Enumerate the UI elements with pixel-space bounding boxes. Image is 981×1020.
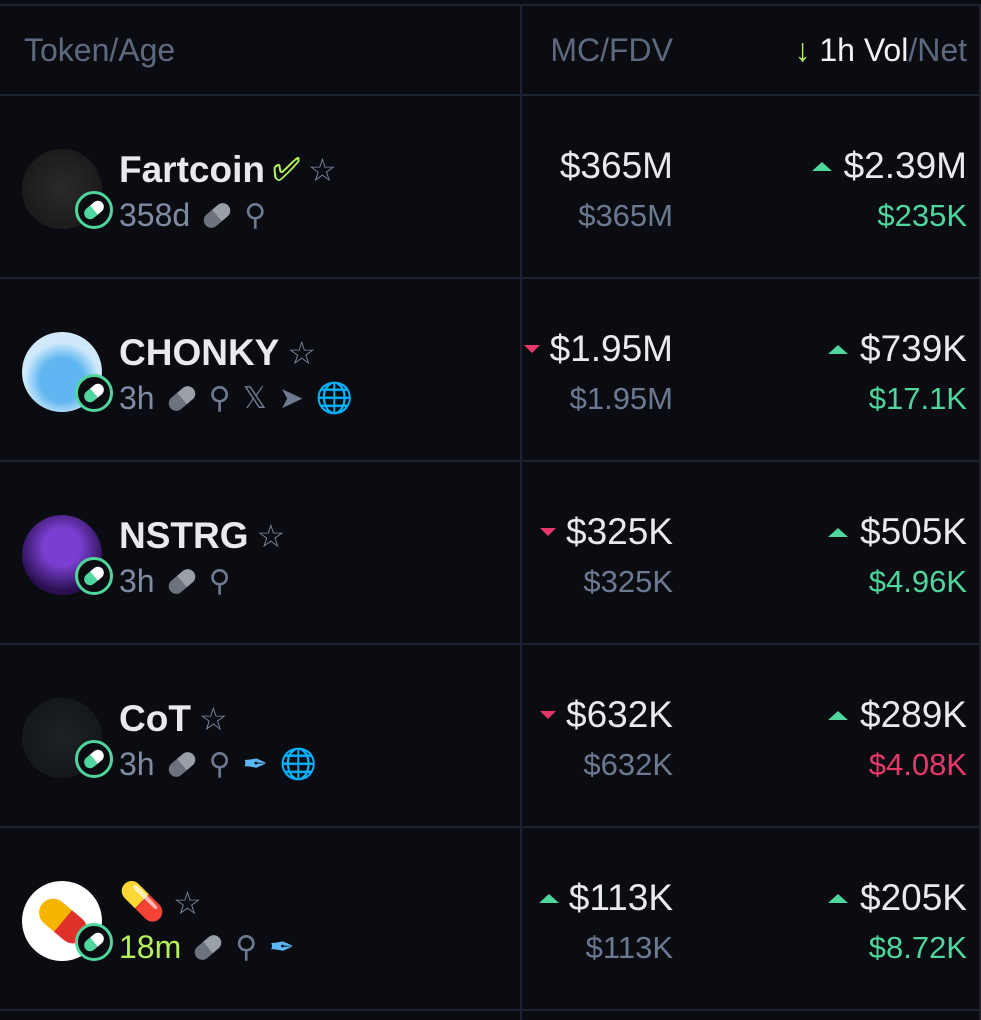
- feather-icon[interactable]: ✒: [269, 930, 295, 964]
- token-name[interactable]: NSTRG: [119, 515, 249, 556]
- trend-up-icon: [828, 710, 848, 720]
- pill-icon[interactable]: [165, 749, 198, 780]
- sort-down-icon: ↓: [794, 32, 811, 68]
- pill-icon[interactable]: [165, 566, 198, 597]
- trend-up-icon: [828, 893, 848, 903]
- pill-icon[interactable]: [165, 383, 198, 414]
- net-flow: $4.96K: [868, 564, 967, 599]
- column-divider: [979, 4, 981, 1020]
- telegram-icon[interactable]: ➤: [278, 381, 304, 415]
- column-divider: [520, 4, 522, 1020]
- net-flow: $8.72K: [868, 930, 967, 965]
- market-cap: $325K: [566, 511, 673, 552]
- pump-badge-icon: [75, 557, 113, 595]
- search-icon[interactable]: ⚲: [208, 747, 231, 781]
- trend-down-icon: [523, 345, 540, 353]
- trend-up-icon: [811, 161, 832, 171]
- fdv: $365M: [578, 198, 673, 233]
- trend-up-icon: [828, 527, 848, 537]
- market-cap: $632K: [566, 694, 673, 735]
- market-cap: $365M: [559, 145, 673, 186]
- header-token-age[interactable]: Token/Age: [24, 32, 176, 68]
- trend-down-icon: [540, 711, 556, 719]
- star-icon[interactable]: ☆: [308, 152, 337, 188]
- search-icon[interactable]: ⚲: [208, 564, 231, 598]
- token-age: 3h: [119, 563, 155, 599]
- token-age: 18m: [119, 929, 182, 965]
- feather-icon[interactable]: ✒: [242, 747, 268, 781]
- token-age: 3h: [119, 380, 155, 416]
- pump-badge-icon: [75, 191, 113, 229]
- net-flow: $4.08K: [868, 747, 967, 782]
- table-row[interactable]: CHONKY ☆ 3h ⚲ 𝕏 ➤ 🌐 $1.95M $1.95M $739K $17.1…: [0, 280, 981, 462]
- token-age: 358d: [119, 197, 191, 233]
- star-icon[interactable]: ☆: [287, 335, 317, 371]
- token-name[interactable]: Fartcoin: [119, 149, 265, 190]
- table-row[interactable]: 💊 ☆ 18m ⚲ ✒ $113K $113K $205K $8.72K: [0, 829, 981, 1011]
- volume-1h: $289K: [860, 694, 967, 735]
- header-mc-fdv[interactable]: MC/FDV: [550, 32, 673, 68]
- pump-badge-icon: [75, 740, 113, 778]
- table-header: Token/Age MC/FDV ↓ 1h Vol/Net: [0, 4, 981, 96]
- volume-1h: $739K: [860, 328, 967, 369]
- pill-icon[interactable]: [191, 932, 225, 963]
- fdv: $113K: [585, 930, 673, 965]
- star-icon[interactable]: ☆: [198, 701, 228, 737]
- x-icon[interactable]: 𝕏: [242, 381, 267, 415]
- trend-up-icon: [538, 893, 559, 903]
- token-name[interactable]: CoT: [119, 698, 191, 739]
- token-name[interactable]: 💊: [119, 881, 166, 922]
- search-icon[interactable]: ⚲: [244, 198, 267, 232]
- globe-icon[interactable]: 🌐: [279, 747, 318, 781]
- globe-icon[interactable]: 🌐: [315, 381, 354, 415]
- pump-badge-icon: [75, 923, 113, 961]
- market-cap: $1.95M: [549, 328, 673, 369]
- pump-badge-icon: [75, 374, 113, 412]
- star-icon[interactable]: ☆: [173, 884, 202, 921]
- header-vol-net[interactable]: ↓ 1h Vol/Net: [794, 32, 967, 68]
- net-flow: $235K: [877, 198, 967, 233]
- table-row[interactable]: CoT ☆ 3h ⚲ ✒ 🌐 $632K $632K $289K $4.08K: [0, 646, 981, 828]
- pill-icon[interactable]: [200, 200, 234, 231]
- fdv: $325K: [583, 564, 673, 599]
- fdv: $1.95M: [569, 381, 673, 416]
- verified-icon: ✅︎: [272, 151, 301, 187]
- trend-up-icon: [828, 344, 848, 354]
- token-age: 3h: [119, 746, 155, 782]
- table-row[interactable]: NSTRG ☆ 3h ⚲ $325K $325K $505K $4.96K: [0, 463, 981, 645]
- trend-down-icon: [540, 528, 556, 536]
- volume-1h: $205K: [860, 877, 967, 918]
- token-name[interactable]: CHONKY: [119, 332, 280, 373]
- net-flow: $17.1K: [868, 381, 967, 416]
- table-row[interactable]: Fartcoin ✅︎ ☆ 358d ⚲ $365M $365M $2.39M $23…: [0, 97, 981, 279]
- volume-1h: $505K: [860, 511, 967, 552]
- star-icon[interactable]: ☆: [256, 518, 286, 554]
- market-cap: $113K: [568, 877, 673, 918]
- search-icon[interactable]: ⚲: [235, 930, 258, 964]
- fdv: $632K: [583, 747, 673, 782]
- volume-1h: $2.39M: [843, 145, 967, 186]
- search-icon[interactable]: ⚲: [208, 381, 231, 415]
